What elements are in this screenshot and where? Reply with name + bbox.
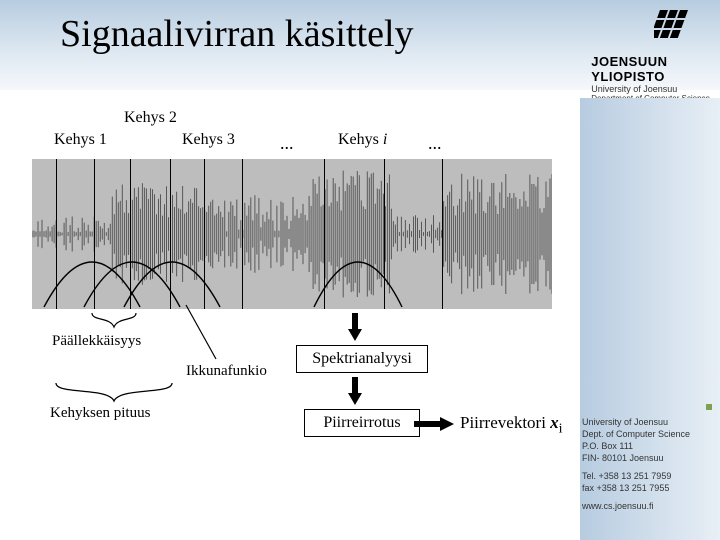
contact-line: Dept. of Computer Science <box>582 428 712 440</box>
overlap-label: Päällekkäisyys <box>52 333 141 350</box>
frame-divider <box>204 159 205 309</box>
frame-divider <box>94 159 95 309</box>
dots-1: ... <box>280 133 294 154</box>
frame-divider <box>324 159 325 309</box>
dots-2: ... <box>428 133 442 154</box>
frame-divider <box>130 159 131 309</box>
arrow-right-icon <box>414 417 454 431</box>
frame-label-1: Kehys 1 <box>54 131 107 149</box>
contact-line: FIN- 80101 Joensuu <box>582 452 712 464</box>
contact-line: University of Joensuu <box>582 416 712 428</box>
contact-line: P.O. Box 111 <box>582 440 712 452</box>
windowfn-pointer-icon <box>182 301 222 365</box>
logo-line1: JOENSUUN <box>591 54 667 69</box>
accent-square-icon <box>706 404 712 410</box>
windowfn-label: Ikkunafunkio <box>186 363 267 380</box>
frame-divider <box>170 159 171 309</box>
feature-extract-box: Piirreirrotus <box>304 409 420 437</box>
frame-label-3: Kehys 3 <box>182 131 235 149</box>
contact-line: www.cs.joensuu.fi <box>582 500 712 512</box>
page-title: Signaalivirran käsittely <box>60 12 414 56</box>
frame-divider <box>442 159 443 309</box>
frame-divider <box>384 159 385 309</box>
logo-sub1: University of Joensuu <box>591 84 677 94</box>
result-prefix: Piirrevektori <box>460 413 550 432</box>
contact-line: fax +358 13 251 7955 <box>582 482 712 494</box>
frame-label-i: Kehys i <box>338 131 387 149</box>
spectral-analysis-box: Spektrianalyysi <box>296 345 428 373</box>
arrow-down-icon <box>348 377 362 405</box>
result-var: x <box>550 413 559 432</box>
contact-block: University of Joensuu Dept. of Computer … <box>582 404 712 512</box>
frame-divider <box>56 159 57 309</box>
frame-label-i-text: Kehys i <box>338 131 387 148</box>
framelen-brace-icon <box>52 381 176 403</box>
waveform <box>32 159 552 309</box>
university-logo-text: JOENSUUN YLIOPISTO University of Joensuu… <box>591 54 710 103</box>
logo-line2: YLIOPISTO <box>591 69 665 84</box>
overlap-brace-icon <box>90 311 138 329</box>
contact-line: Tel. +358 13 251 7959 <box>582 470 712 482</box>
framelen-label: Kehyksen pituus <box>50 405 150 422</box>
university-logo-icon <box>654 6 710 52</box>
frame-label-2: Kehys 2 <box>124 109 177 127</box>
frame-divider <box>242 159 243 309</box>
result-sub: i <box>559 420 563 436</box>
feature-vector-label: Piirrevektori xi <box>460 413 563 437</box>
arrow-down-icon <box>348 313 362 341</box>
